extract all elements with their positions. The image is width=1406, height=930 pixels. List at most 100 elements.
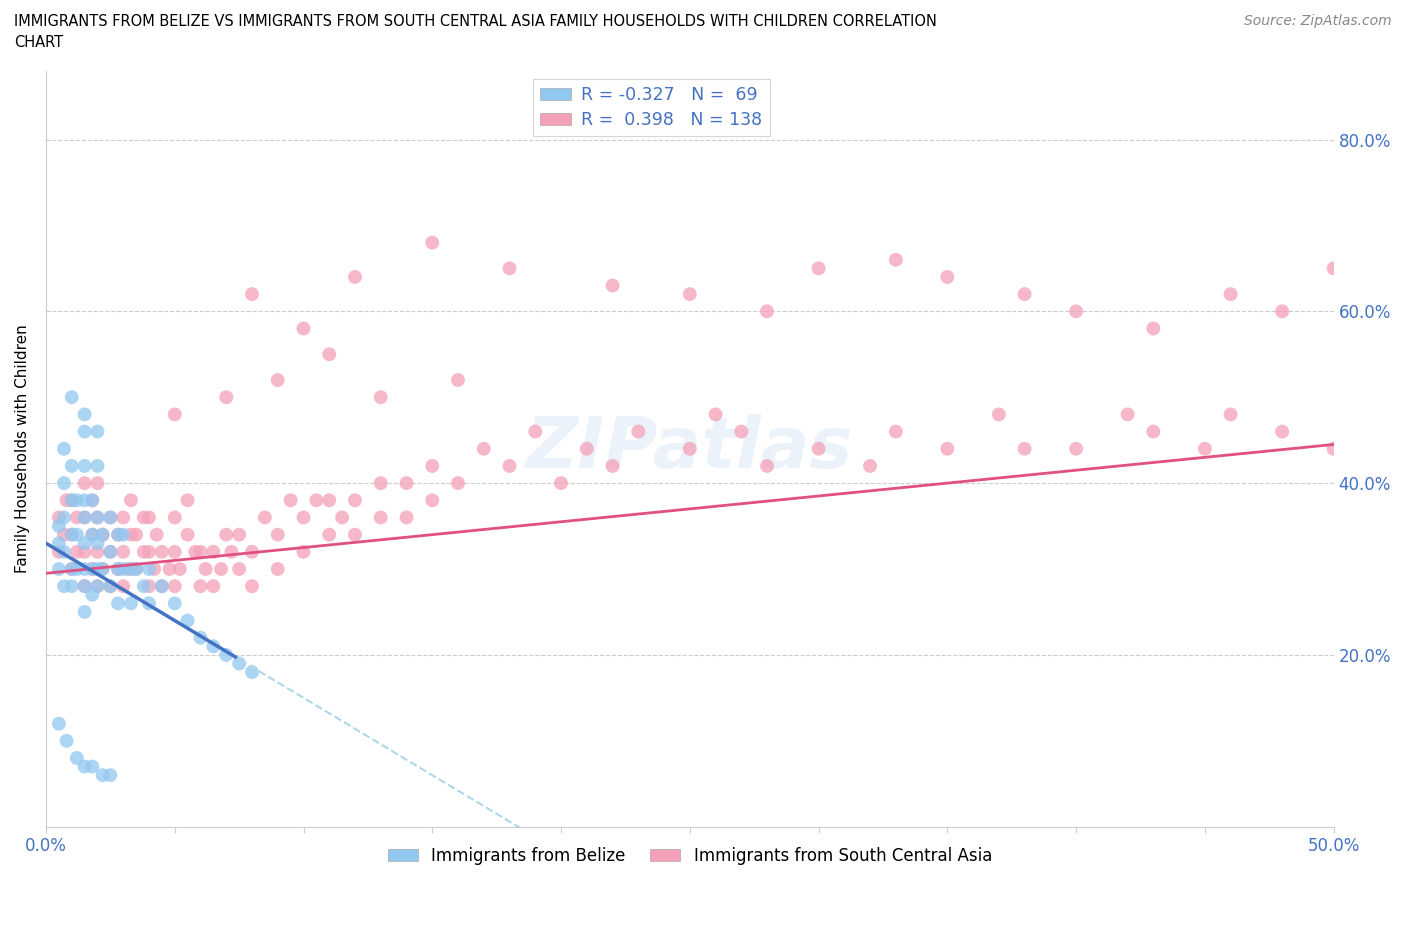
Point [82, 527, 104, 542]
Text: IMMIGRANTS FROM BELIZE VS IMMIGRANTS FROM SOUTH CENTRAL ASIA FAMILY HOUSEHOLDS W: IMMIGRANTS FROM BELIZE VS IMMIGRANTS FRO… [14, 14, 936, 29]
Point [125, 527, 148, 542]
Point [498, 261, 520, 276]
Point [73, 493, 96, 508]
Text: ZIPatlas: ZIPatlas [526, 414, 853, 484]
Point [240, 578, 263, 593]
Point [190, 544, 212, 559]
Point [132, 544, 155, 559]
Point [112, 562, 135, 577]
Point [86, 578, 108, 593]
Point [98, 578, 121, 593]
Point [215, 390, 238, 405]
Point [267, 562, 290, 577]
Point [163, 578, 186, 593]
Point [48, 716, 70, 731]
Point [169, 562, 191, 577]
Point [60, 562, 83, 577]
Point [91, 527, 114, 542]
Point [98, 544, 121, 559]
Point [60, 562, 83, 577]
Point [884, 424, 907, 439]
Point [420, 493, 443, 508]
Point [184, 544, 207, 559]
Point [1142, 424, 1164, 439]
Point [150, 578, 173, 593]
Point [82, 493, 104, 508]
Point [150, 578, 173, 593]
Point [228, 527, 250, 542]
Point [82, 588, 104, 603]
Point [240, 286, 263, 301]
Point [1014, 442, 1036, 457]
Point [73, 536, 96, 551]
Point [627, 424, 650, 439]
Point [125, 562, 148, 577]
Point [318, 347, 340, 362]
Point [73, 604, 96, 619]
Point [550, 475, 572, 490]
Point [370, 475, 392, 490]
Point [86, 510, 108, 525]
Point [163, 544, 186, 559]
Point [280, 493, 302, 508]
Point [112, 527, 135, 542]
Point [370, 510, 392, 525]
Point [253, 510, 276, 525]
Point [120, 562, 142, 577]
Point [150, 544, 173, 559]
Point [91, 562, 114, 577]
Point [138, 578, 160, 593]
Point [91, 527, 114, 542]
Point [194, 562, 217, 577]
Point [120, 527, 142, 542]
Point [1064, 304, 1087, 319]
Point [120, 596, 142, 611]
Point [91, 768, 114, 783]
Point [53, 442, 76, 457]
Point [82, 562, 104, 577]
Point [120, 493, 142, 508]
Point [292, 510, 315, 525]
Point [420, 235, 443, 250]
Point [420, 458, 443, 473]
Point [228, 656, 250, 671]
Point [48, 562, 70, 577]
Point [107, 596, 129, 611]
Point [107, 562, 129, 577]
Point [176, 613, 198, 628]
Point [53, 475, 76, 490]
Point [1064, 442, 1087, 457]
Point [66, 527, 89, 542]
Point [53, 578, 76, 593]
Point [73, 407, 96, 422]
Point [132, 578, 155, 593]
Point [66, 751, 89, 765]
Point [936, 270, 959, 285]
Point [73, 475, 96, 490]
Point [73, 424, 96, 439]
Point [704, 407, 727, 422]
Point [176, 527, 198, 542]
Point [91, 562, 114, 577]
Point [98, 510, 121, 525]
Point [60, 493, 83, 508]
Point [82, 493, 104, 508]
Point [107, 527, 129, 542]
Point [221, 544, 243, 559]
Point [138, 596, 160, 611]
Y-axis label: Family Households with Children: Family Households with Children [15, 325, 30, 573]
Point [98, 768, 121, 783]
Point [73, 578, 96, 593]
Point [163, 510, 186, 525]
Point [163, 407, 186, 422]
Point [318, 527, 340, 542]
Point [190, 631, 212, 645]
Point [176, 493, 198, 508]
Text: Source: ZipAtlas.com: Source: ZipAtlas.com [1244, 14, 1392, 28]
Point [82, 527, 104, 542]
Point [679, 286, 702, 301]
Point [66, 493, 89, 508]
Point [138, 562, 160, 577]
Point [138, 544, 160, 559]
Point [86, 562, 108, 577]
